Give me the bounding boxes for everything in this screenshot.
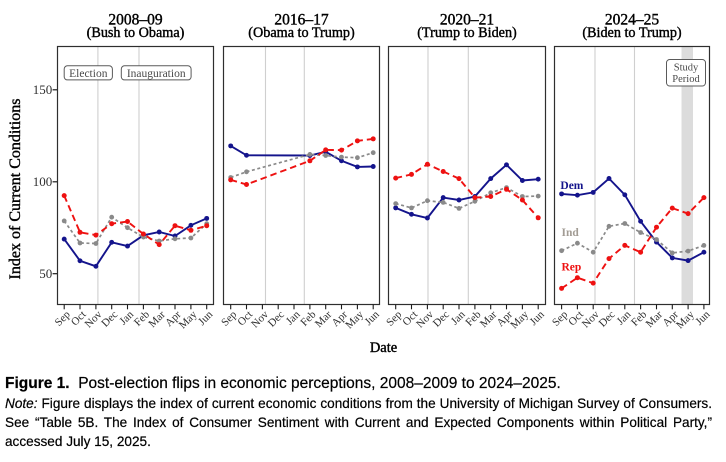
svg-text:100: 100 [33,174,53,189]
svg-text:Date: Date [370,340,397,356]
svg-text:Study: Study [674,63,699,74]
svg-text:(Trump to Biden): (Trump to Biden) [417,25,517,41]
svg-text:Ind: Ind [562,227,580,239]
svg-text:Rep: Rep [562,262,582,274]
svg-text:150: 150 [33,82,53,97]
svg-text:2016–17: 2016–17 [274,12,329,29]
svg-text:Period: Period [672,74,700,85]
svg-text:(Biden to Trump): (Biden to Trump) [582,25,682,41]
svg-text:2008–09: 2008–09 [108,12,163,29]
svg-text:(Obama to Trump): (Obama to Trump) [248,25,355,41]
svg-text:Election: Election [69,68,108,80]
svg-text:2024–25: 2024–25 [605,12,660,29]
svg-text:50: 50 [39,266,52,281]
svg-text:Index of Current Conditions: Index of Current Conditions [7,99,24,280]
svg-text:Dem: Dem [560,180,583,192]
svg-text:Inauguration: Inauguration [127,68,186,80]
svg-text:(Bush to Obama): (Bush to Obama) [87,25,185,41]
svg-text:2020–21: 2020–21 [440,12,494,29]
